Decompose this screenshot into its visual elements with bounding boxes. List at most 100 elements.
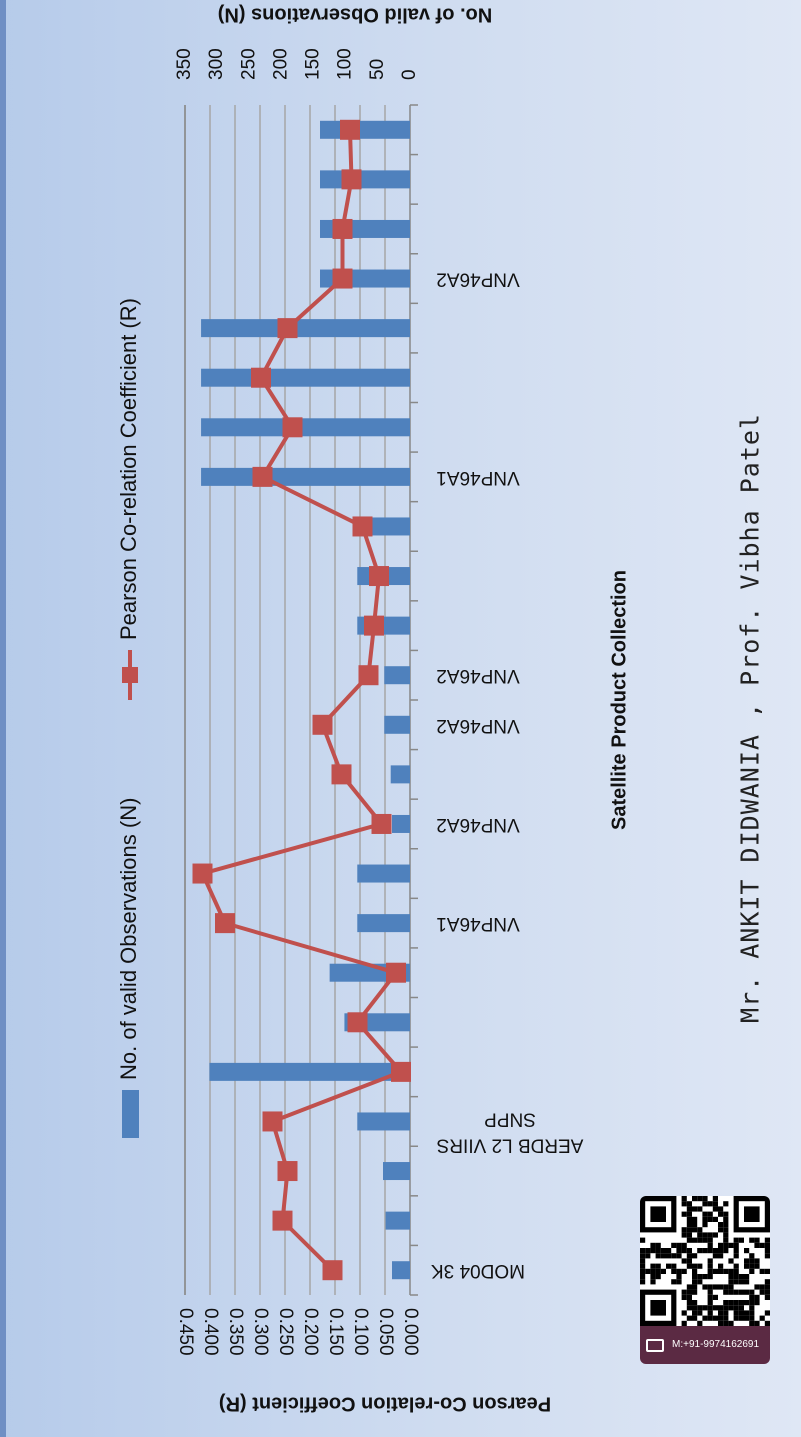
- qr-module: [645, 1253, 651, 1259]
- r-point: [277, 318, 298, 339]
- qr-module: [764, 1310, 770, 1316]
- qr-module: [733, 1310, 739, 1316]
- r-point: [371, 813, 392, 834]
- r-point: [215, 913, 235, 934]
- r-point: [347, 1012, 368, 1033]
- qr-module: [676, 1274, 682, 1280]
- qr-module: [681, 1201, 687, 1207]
- qr-module: [723, 1237, 729, 1243]
- qr-module: [738, 1289, 744, 1295]
- qr-module: [759, 1315, 765, 1321]
- qr-module: [764, 1268, 770, 1274]
- qr-module: [681, 1289, 687, 1295]
- qr-module: [718, 1310, 724, 1316]
- gridlines: [184, 104, 418, 1296]
- right-tick-label: 150: [303, 48, 324, 80]
- r-point: [312, 714, 333, 735]
- qr-module: [712, 1216, 718, 1222]
- qr-module: [749, 1315, 755, 1321]
- qr-module: [728, 1274, 734, 1280]
- r-point: [277, 1161, 298, 1182]
- qr-module: [686, 1222, 692, 1228]
- legend-bar-label: No. of valid Observations (N): [116, 798, 141, 1080]
- qr-module: [681, 1258, 687, 1264]
- qr-finder: [650, 1300, 666, 1316]
- qr-module: [697, 1274, 703, 1280]
- qr-module: [692, 1227, 698, 1233]
- bar: [357, 1112, 410, 1131]
- qr-module: [712, 1294, 718, 1300]
- qr-module: [728, 1289, 734, 1295]
- qr-module: [692, 1305, 698, 1311]
- legend-line-marker: [122, 667, 138, 683]
- r-point: [369, 566, 389, 587]
- qr-module: [723, 1227, 729, 1233]
- qr-module: [718, 1305, 724, 1311]
- axis-ticks-left: 0.450 0.400 0.350 0.300 0.250 0.200 0.150 0.100…: [175, 1308, 421, 1356]
- contact-phone: M:+91-9974162691: [640, 1326, 770, 1364]
- qr-module: [749, 1310, 755, 1316]
- bar: [201, 319, 410, 338]
- bar: [390, 765, 410, 784]
- qr-module: [671, 1263, 677, 1269]
- qr-module: [723, 1242, 729, 1248]
- qr-module: [712, 1284, 718, 1290]
- qr-module: [754, 1300, 760, 1306]
- qr-code-icon[interactable]: [640, 1196, 770, 1326]
- qr-module: [744, 1258, 750, 1264]
- right-tick-label: 350: [174, 48, 195, 80]
- qr-badge[interactable]: M:+91-9974162691: [640, 1196, 770, 1364]
- qr-module: [676, 1242, 682, 1248]
- author-text: Mr. ANKIT DIDWANIA , Prof. Vibha Patel: [735, 413, 765, 1023]
- qr-module: [692, 1196, 698, 1202]
- qr-module: [723, 1201, 729, 1207]
- qr-module: [686, 1232, 692, 1238]
- qr-module: [707, 1201, 713, 1207]
- qr-module: [692, 1279, 698, 1285]
- qr-module: [666, 1248, 672, 1254]
- category-label: VNP46A2: [436, 269, 519, 290]
- qr-module: [681, 1294, 687, 1300]
- qr-module: [744, 1315, 750, 1321]
- qr-module: [692, 1284, 698, 1290]
- r-series-line: [200, 129, 403, 1272]
- category-label-line: AERDB L2 VIIRS: [437, 1134, 584, 1155]
- qr-module: [754, 1242, 760, 1248]
- qr-module: [744, 1300, 750, 1306]
- qr-module: [697, 1232, 703, 1238]
- qr-module: [640, 1258, 646, 1264]
- qr-module: [686, 1248, 692, 1254]
- qr-module: [764, 1289, 770, 1295]
- qr-module: [686, 1201, 692, 1207]
- qr-module: [744, 1248, 750, 1254]
- qr-module: [702, 1248, 708, 1254]
- qr-module: [759, 1268, 765, 1274]
- qr-module: [681, 1242, 687, 1248]
- qr-module: [733, 1274, 739, 1280]
- qr-module: [718, 1263, 724, 1269]
- qr-module: [660, 1248, 666, 1254]
- qr-module: [707, 1268, 713, 1274]
- left-tick-label: 0.050: [375, 1308, 396, 1356]
- qr-module: [686, 1263, 692, 1269]
- qr-module: [744, 1310, 750, 1316]
- qr-module: [718, 1315, 724, 1321]
- qr-module: [738, 1237, 744, 1243]
- contact-phone-label: M:+91-9974162691: [672, 1339, 760, 1350]
- qr-module: [723, 1310, 729, 1316]
- qr-module: [702, 1284, 708, 1290]
- qr-module: [744, 1289, 750, 1295]
- qr-module: [671, 1242, 677, 1248]
- qr-module: [686, 1284, 692, 1290]
- qr-module: [749, 1305, 755, 1311]
- qr-module: [723, 1305, 729, 1311]
- qr-module: [702, 1315, 708, 1321]
- qr-module: [707, 1305, 713, 1311]
- qr-module: [733, 1305, 739, 1311]
- bar: [383, 1162, 410, 1181]
- qr-module: [697, 1227, 703, 1233]
- qr-module: [686, 1300, 692, 1306]
- qr-module: [702, 1222, 708, 1228]
- qr-module: [686, 1216, 692, 1222]
- bar: [385, 1211, 410, 1230]
